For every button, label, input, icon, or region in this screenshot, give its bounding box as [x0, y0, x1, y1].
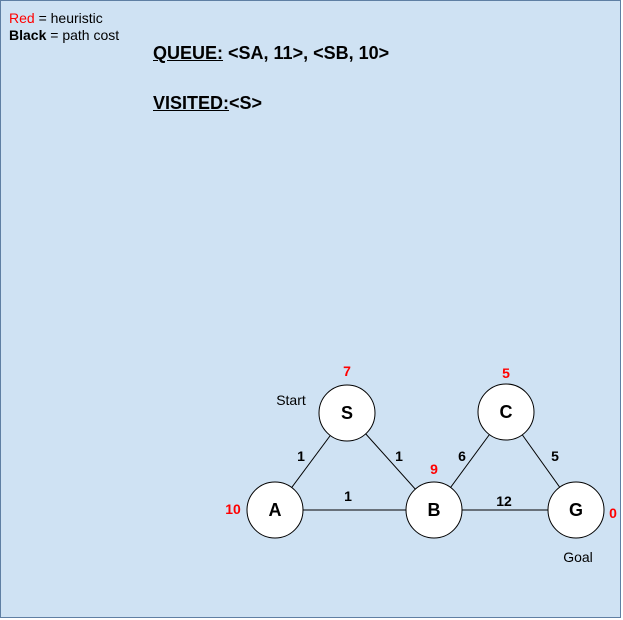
legend-black-word: Black: [9, 27, 47, 43]
node-c: C: [477, 383, 535, 441]
edge-cost-s-a: 1: [297, 448, 305, 464]
node-circle: [246, 481, 304, 539]
node-label-a: A: [269, 500, 282, 520]
legend: Red = heuristic Black = path cost: [9, 10, 119, 44]
node-circle: [318, 384, 376, 442]
edge-cost-a-b: 1: [344, 488, 352, 504]
visited-value: <S>: [229, 93, 263, 113]
goal-label: Goal: [563, 549, 593, 565]
legend-red-text: = heuristic: [34, 10, 103, 26]
visited-label: VISITED:: [153, 93, 230, 113]
heuristic-b: 9: [430, 461, 438, 477]
node-circle: [405, 481, 463, 539]
node-circle: [477, 383, 535, 441]
edge-cost-c-g: 5: [551, 448, 559, 464]
legend-black-text: = path cost: [46, 27, 120, 43]
legend-heuristic: Red = heuristic: [9, 10, 119, 27]
edge-cost-b-g: 12: [496, 493, 512, 509]
queue-line: QUEUE: <SA, 11>, <SB, 10>: [153, 43, 389, 64]
heuristic-a: 10: [225, 501, 241, 517]
node-label-g: G: [569, 500, 583, 520]
queue-value: <SA, 11>, <SB, 10>: [223, 43, 390, 63]
queue-label: QUEUE:: [153, 43, 224, 63]
edge-cost-b-c: 6: [458, 448, 466, 464]
legend-path-cost: Black = path cost: [9, 27, 119, 44]
heuristic-c: 5: [502, 365, 510, 381]
labels-layer: 1 1 1 6 5 12 7 10 9 5 0 Start Goal: [225, 363, 617, 565]
node-a: A: [246, 481, 304, 539]
node-b: B: [405, 481, 463, 539]
node-circle: [547, 481, 605, 539]
node-label-b: B: [428, 500, 441, 520]
legend-red-word: Red: [9, 10, 35, 26]
node-s: S: [318, 384, 376, 442]
node-label-c: C: [500, 402, 513, 422]
nodes-layer: S A B C G: [246, 383, 605, 539]
node-label-s: S: [341, 403, 353, 423]
visited-line: VISITED:<S>: [153, 93, 262, 114]
heuristic-s: 7: [343, 363, 351, 379]
heuristic-g: 0: [609, 505, 617, 521]
node-g: G: [547, 481, 605, 539]
start-label: Start: [276, 392, 306, 408]
edge-cost-s-b: 1: [395, 448, 403, 464]
